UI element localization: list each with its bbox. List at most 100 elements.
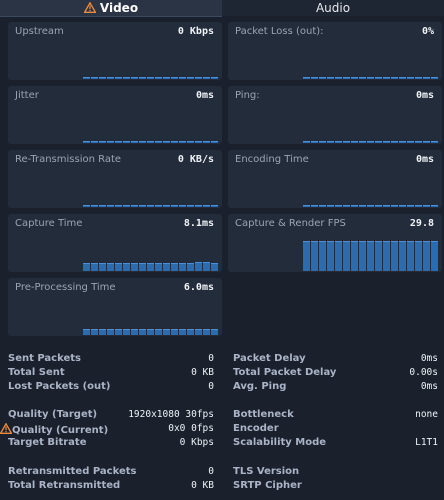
metric-value-text: 6.0ms xyxy=(183,282,214,293)
history-bar xyxy=(351,77,358,79)
history-bar xyxy=(195,328,202,335)
history-bar xyxy=(303,205,310,207)
history-bar xyxy=(107,263,114,271)
history-bar xyxy=(415,241,422,271)
history-bar xyxy=(155,141,162,143)
stat-label: Packet Delay xyxy=(233,353,306,364)
metric-value-text: 0ms xyxy=(415,154,434,165)
history-bar xyxy=(351,141,358,143)
history-bar xyxy=(303,141,310,143)
stat-label: Bottleneck xyxy=(233,409,294,420)
history-bar xyxy=(203,141,210,143)
history-bar xyxy=(423,77,430,79)
history-bar xyxy=(91,329,98,335)
history-bar xyxy=(367,205,374,207)
metric-label-text: Capture & Render FPS xyxy=(235,218,346,229)
stat-label-text: Total Sent xyxy=(8,367,65,378)
history-bar xyxy=(343,241,350,271)
stat-value: 0 xyxy=(208,353,214,364)
history-bar xyxy=(139,77,146,79)
stat-label-text: Sent Packets xyxy=(8,353,81,364)
metric-label: Re-Transmission Rate xyxy=(15,154,121,165)
history-bar xyxy=(163,329,170,335)
stat-value: 0 Kbps xyxy=(180,437,214,448)
history-bar xyxy=(91,263,98,271)
stat-label-text: Retransmitted Packets xyxy=(8,466,137,477)
metric-value: 0ms xyxy=(416,90,434,101)
metric-panel: Capture & Render FPS 29.8 xyxy=(228,214,442,272)
history-bar xyxy=(179,141,186,143)
history-bar xyxy=(391,205,398,207)
history-bar xyxy=(171,329,178,335)
stat-label: Lost Packets (out) xyxy=(8,381,110,392)
history-bar xyxy=(327,141,334,143)
history-bar xyxy=(115,205,122,207)
history-bar xyxy=(303,77,310,79)
history-bar xyxy=(123,77,130,79)
tab-text: Video xyxy=(99,1,139,15)
tab[interactable]: Audio xyxy=(222,0,444,16)
history-bar xyxy=(123,329,130,335)
history-bar xyxy=(131,77,138,79)
history-bar xyxy=(147,329,154,335)
history-bar xyxy=(195,77,202,79)
stat-label: Quality (Target) xyxy=(8,409,97,420)
history-bar xyxy=(131,141,138,143)
history-bar xyxy=(211,262,218,271)
stat-label-text: Quality (Current) xyxy=(12,425,109,436)
history-bar xyxy=(399,77,406,79)
stat-value-text: 0 xyxy=(208,466,214,477)
history-bar xyxy=(115,263,122,271)
history-bar xyxy=(83,77,90,79)
history-bar xyxy=(431,77,438,79)
history-bar xyxy=(115,329,122,335)
stat-value-text: none xyxy=(415,409,438,420)
history-bar xyxy=(83,141,90,143)
stat-label-text: TLS Version xyxy=(233,466,300,477)
metric-label: Encoding Time xyxy=(235,154,309,165)
history-bar xyxy=(107,205,114,207)
metric-value: 0ms xyxy=(196,90,214,101)
history-bar xyxy=(163,77,170,79)
history-bar xyxy=(147,141,154,143)
history-bar xyxy=(407,241,414,271)
metric-value-text: 0 Kbps xyxy=(177,26,214,37)
history-bar xyxy=(187,77,194,79)
stat-label: Scalability Mode xyxy=(233,437,326,448)
stat-label: Total Sent xyxy=(8,367,65,378)
history-bar xyxy=(131,205,138,207)
stat-value-text: 0ms xyxy=(420,353,438,364)
metric-label-text: Pre-Processing Time xyxy=(15,282,116,293)
history-bar xyxy=(107,141,114,143)
history-bar xyxy=(171,263,178,271)
history-bar xyxy=(407,141,414,143)
history-bar xyxy=(203,205,210,207)
metric-value-text: 0ms xyxy=(195,90,214,101)
history-bar xyxy=(399,241,406,271)
history-bar xyxy=(179,205,186,207)
history-bar xyxy=(343,141,350,143)
stat-label-text: Packet Delay xyxy=(233,353,306,364)
history-bar xyxy=(431,141,438,143)
stat-value: L1T1 xyxy=(415,437,438,448)
history-bar xyxy=(187,262,194,271)
history-bar xyxy=(163,141,170,143)
history-bar xyxy=(179,329,186,335)
metric-panel: Jitter 0ms xyxy=(8,86,222,144)
metric-label-text: Upstream xyxy=(15,26,64,37)
history-bar xyxy=(391,241,398,271)
tab[interactable]: Video xyxy=(0,0,222,17)
metric-value-text: 29.8 xyxy=(409,218,434,229)
history-bar xyxy=(391,141,398,143)
stat-label: TLS Version xyxy=(233,466,299,477)
history-bar xyxy=(407,77,414,79)
history-bar xyxy=(99,141,106,143)
history-bar xyxy=(391,77,398,79)
history-bar xyxy=(147,263,154,271)
history-bar xyxy=(327,205,334,207)
history-bar xyxy=(211,205,218,207)
history-bar xyxy=(335,241,342,271)
metric-panel: Capture Time 8.1ms xyxy=(8,214,222,272)
metric-label: Jitter xyxy=(15,90,39,101)
